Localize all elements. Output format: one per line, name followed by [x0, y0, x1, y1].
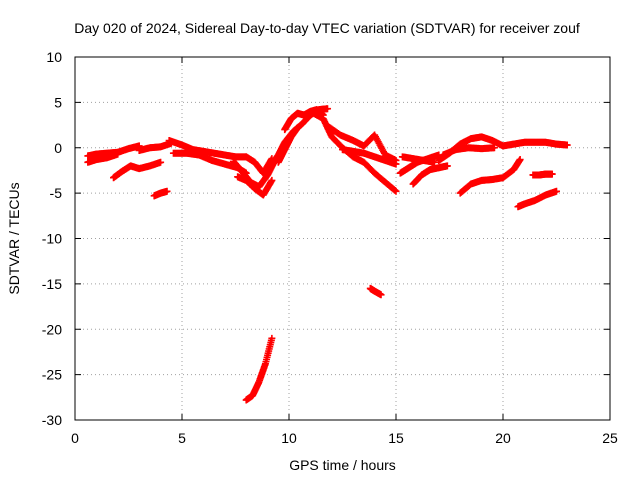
y-tick-label: -5: [50, 185, 63, 201]
x-axis-label: GPS time / hours: [289, 457, 396, 473]
data-point: [114, 150, 122, 158]
y-tick-label: 5: [54, 94, 62, 110]
data-point: [268, 334, 276, 342]
data-point: [553, 187, 560, 195]
tick-labels: 0 5 10 15 20 25 10 5 0 -5 -10 -15 -20 -25 -30: [42, 49, 618, 446]
x-tick-label: 5: [178, 430, 186, 446]
data-point: [157, 158, 165, 166]
chart-title: Day 020 of 2024, Sidereal Day-to-day VTE…: [74, 20, 580, 36]
data-point: [548, 170, 556, 178]
y-tick-label: -20: [42, 321, 62, 337]
series-arc-13: [274, 124, 302, 166]
x-tick-label: 10: [281, 430, 297, 446]
data-point: [443, 162, 451, 170]
series-arc-17: [339, 146, 400, 168]
series-arc-25: [514, 187, 560, 211]
series-arc-20: [398, 153, 439, 166]
series-arc-21: [409, 162, 451, 188]
series-arc-05: [150, 187, 171, 200]
data-point: [163, 187, 171, 195]
data-point: [490, 144, 498, 152]
series-arc-23: [439, 144, 498, 159]
series-arc-22: [435, 133, 571, 164]
y-tick-label: 10: [46, 49, 62, 65]
series-arc-24: [456, 156, 524, 197]
data-point: [324, 105, 332, 113]
x-tick-label: 15: [388, 430, 404, 446]
series-arc-02: [84, 150, 122, 166]
data-point: [431, 158, 439, 166]
y-tick-label: 0: [54, 140, 62, 156]
y-axis-label: SDTVAR / TECUs: [6, 182, 22, 294]
tick-marks: [74, 56, 611, 421]
y-tick-label: -30: [42, 412, 62, 428]
y-tick-label: -15: [42, 276, 62, 292]
x-tick-label: 25: [602, 430, 618, 446]
data-point: [516, 156, 524, 164]
data-point: [377, 291, 385, 299]
series-arc-03: [110, 158, 165, 182]
data-point: [563, 141, 571, 149]
y-tick-label: -25: [42, 367, 62, 383]
series-arc-16: [324, 122, 400, 164]
x-tick-label: 0: [71, 430, 79, 446]
y-tick-label: -10: [42, 231, 62, 247]
series-arc-18: [366, 284, 385, 299]
x-tick-label: 20: [495, 430, 511, 446]
data-point: [392, 187, 400, 195]
data-points: [84, 105, 571, 404]
data-point: [268, 176, 276, 184]
data-point: [294, 124, 302, 132]
series-arc-26: [529, 170, 556, 179]
data-point: [392, 160, 400, 168]
series-arc-09: [234, 173, 276, 199]
series-arc-11: [242, 334, 276, 404]
